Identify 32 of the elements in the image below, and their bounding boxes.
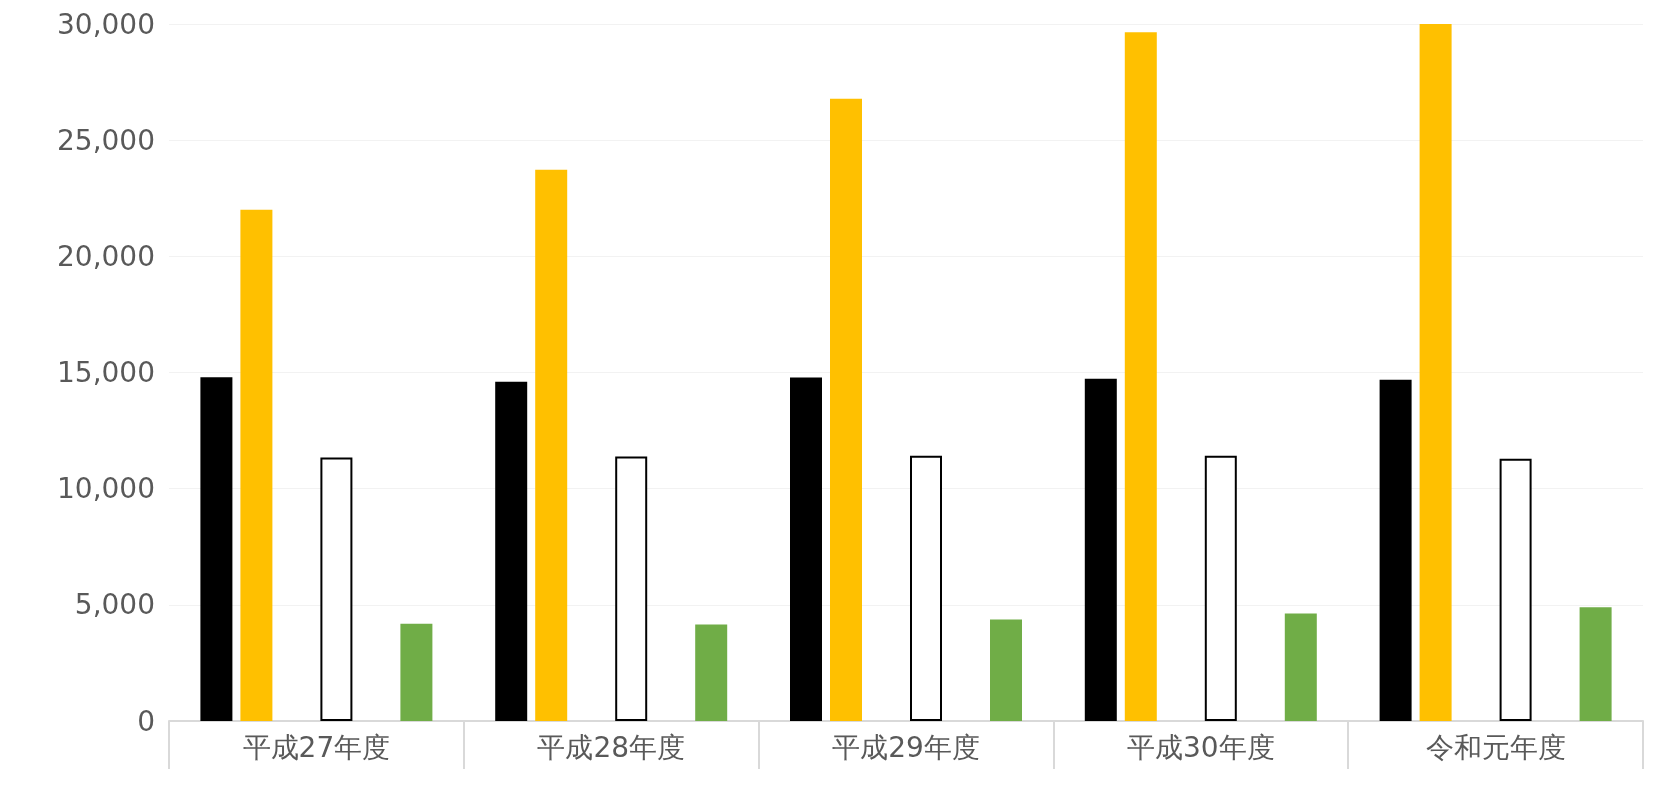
bar — [1579, 607, 1612, 721]
bar — [1124, 32, 1157, 721]
bar — [200, 377, 233, 721]
y-tick-label: 5,000 — [74, 588, 155, 622]
bar — [495, 381, 528, 721]
bar — [990, 619, 1022, 721]
y-tick-label: 15,000 — [57, 356, 155, 389]
bar — [910, 455, 942, 721]
y-tick-label: 0 — [137, 704, 155, 738]
x-tick-label: 平成27年度 — [242, 730, 391, 764]
bar — [1284, 613, 1317, 721]
bar — [535, 169, 568, 721]
y-tick-label: 20,000 — [57, 239, 155, 273]
bar — [615, 456, 648, 721]
bar — [695, 624, 728, 721]
x-tick-label: 令和元年度 — [1425, 730, 1566, 764]
bar — [240, 209, 273, 721]
x-tick-label: 平成30年度 — [1126, 730, 1275, 764]
bar — [1204, 455, 1237, 721]
bar — [1419, 24, 1452, 721]
bar — [320, 457, 353, 721]
bar — [830, 98, 862, 721]
bar — [790, 377, 822, 721]
y-tick-label: 25,000 — [57, 123, 155, 157]
bar — [1499, 458, 1532, 721]
bar — [1379, 379, 1412, 721]
bar — [400, 623, 433, 721]
y-tick-label: 30,000 — [57, 7, 155, 41]
x-tick-label: 平成29年度 — [832, 730, 980, 764]
x-tick-label: 平成28年度 — [537, 730, 686, 764]
bar — [1084, 378, 1117, 721]
y-tick-label: 10,000 — [57, 472, 155, 506]
